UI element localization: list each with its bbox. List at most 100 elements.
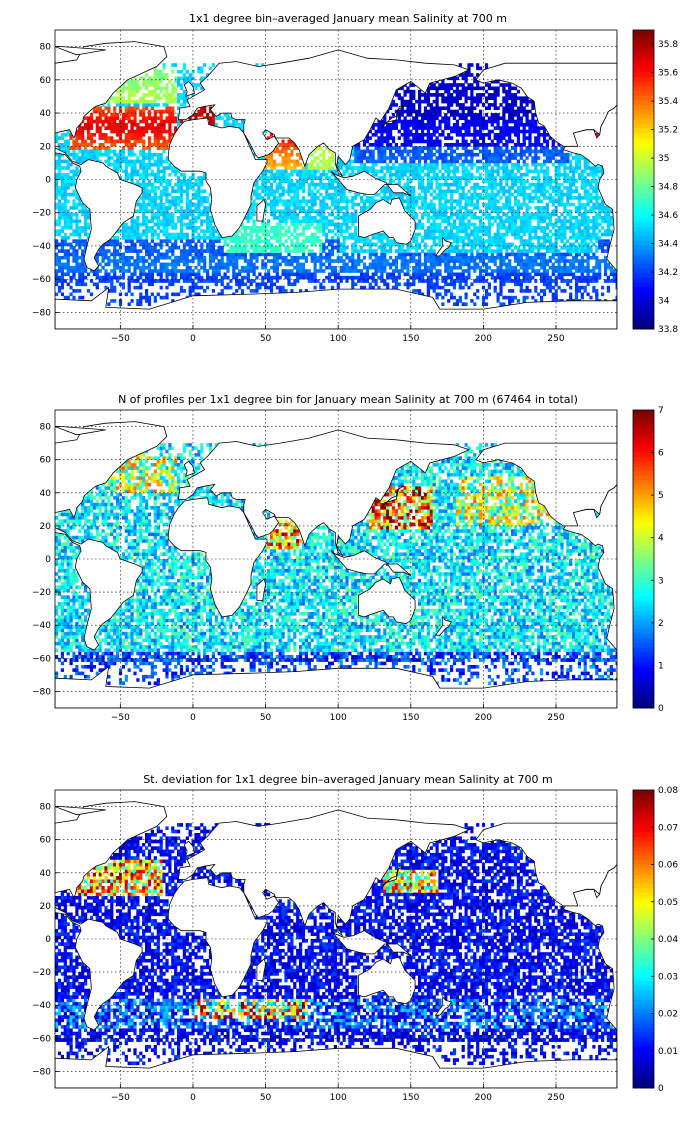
data-cell [525,169,529,174]
data-cell [342,252,346,257]
data-cell [365,196,369,200]
data-cell [354,226,358,230]
data-cell [235,232,239,237]
data-cell [499,219,503,224]
data-cell [415,156,419,160]
data-cell [81,159,85,164]
data-cell [330,186,335,190]
data-cell [534,245,538,250]
data-cell [450,249,454,253]
data-cell [333,179,337,184]
data-cell [197,292,201,297]
data-cell [540,299,544,303]
data-cell [63,212,67,217]
data-cell [569,209,573,214]
data-cell [269,202,274,207]
data-cell [325,216,329,220]
data-cell [179,229,184,233]
data-cell [458,202,462,207]
data-cell [484,292,489,297]
data-cell [606,216,610,220]
data-cell [580,295,584,300]
data-cell [566,265,570,270]
data-cell [542,275,547,280]
data-cell [560,275,564,280]
data-cell [554,265,558,270]
data-cell [165,209,169,214]
data-cell [450,255,454,260]
data-cell [182,252,186,257]
data-cell [548,212,552,217]
data-cell [487,255,491,260]
data-cell [365,236,369,240]
data-cell [78,149,82,154]
data-cell [542,196,547,200]
data-cell [357,156,361,160]
data-cell [357,202,361,207]
data-cell [531,265,535,270]
data-cell [66,209,70,214]
data-cell [511,252,515,257]
data-cell [563,186,567,190]
data-cell [78,169,82,174]
data-cell [473,255,477,260]
data-cell [258,229,262,233]
data-cell [275,272,279,277]
data-cell [307,239,311,243]
data-cell [595,206,599,210]
data-cell [156,226,160,230]
data-cell [185,249,189,253]
data-cell [113,152,117,157]
data-cell [505,216,509,220]
data-cell [432,152,436,157]
data-cell [572,166,576,170]
data-cell [130,242,134,247]
data-cell [261,249,265,253]
data-cell [557,285,561,290]
data-cell [345,199,349,204]
data-cell [423,212,428,217]
data-cell [403,206,407,210]
data-cell [560,279,564,283]
data-cell [322,156,326,160]
data-cell [255,186,259,190]
data-cell [208,279,213,283]
data-cell [519,202,523,207]
data-cell [418,176,422,180]
data-cell [418,159,422,164]
data-cell [511,169,515,174]
data-cell [519,189,523,194]
data-cell [447,186,451,190]
data-cell [78,265,82,270]
data-cell [542,212,547,217]
data-cell [235,282,239,287]
data-cell [133,285,137,290]
data-cell [479,229,483,233]
data-cell [293,209,297,214]
data-cell [461,249,465,253]
data-cell [464,166,468,170]
data-cell [325,196,329,200]
data-cell [418,169,422,174]
data-cell [95,152,99,157]
data-cell [415,245,419,250]
data-cell [284,232,288,237]
data-cell [113,159,117,164]
data-cell [368,265,372,270]
data-cell [69,222,73,227]
data-cell [557,186,561,190]
data-cell [519,239,523,243]
data-cell [301,172,306,177]
data-cell [330,159,335,164]
data-cell [368,199,372,204]
data-cell [481,222,486,227]
data-cell [598,209,602,214]
data-cell [261,252,265,257]
data-cell [342,192,346,197]
data-cell [534,232,538,237]
data-cell [467,265,471,270]
data-cell [557,236,561,240]
data-cell [200,209,204,214]
data-cell [179,212,184,217]
data-cell [383,172,387,177]
